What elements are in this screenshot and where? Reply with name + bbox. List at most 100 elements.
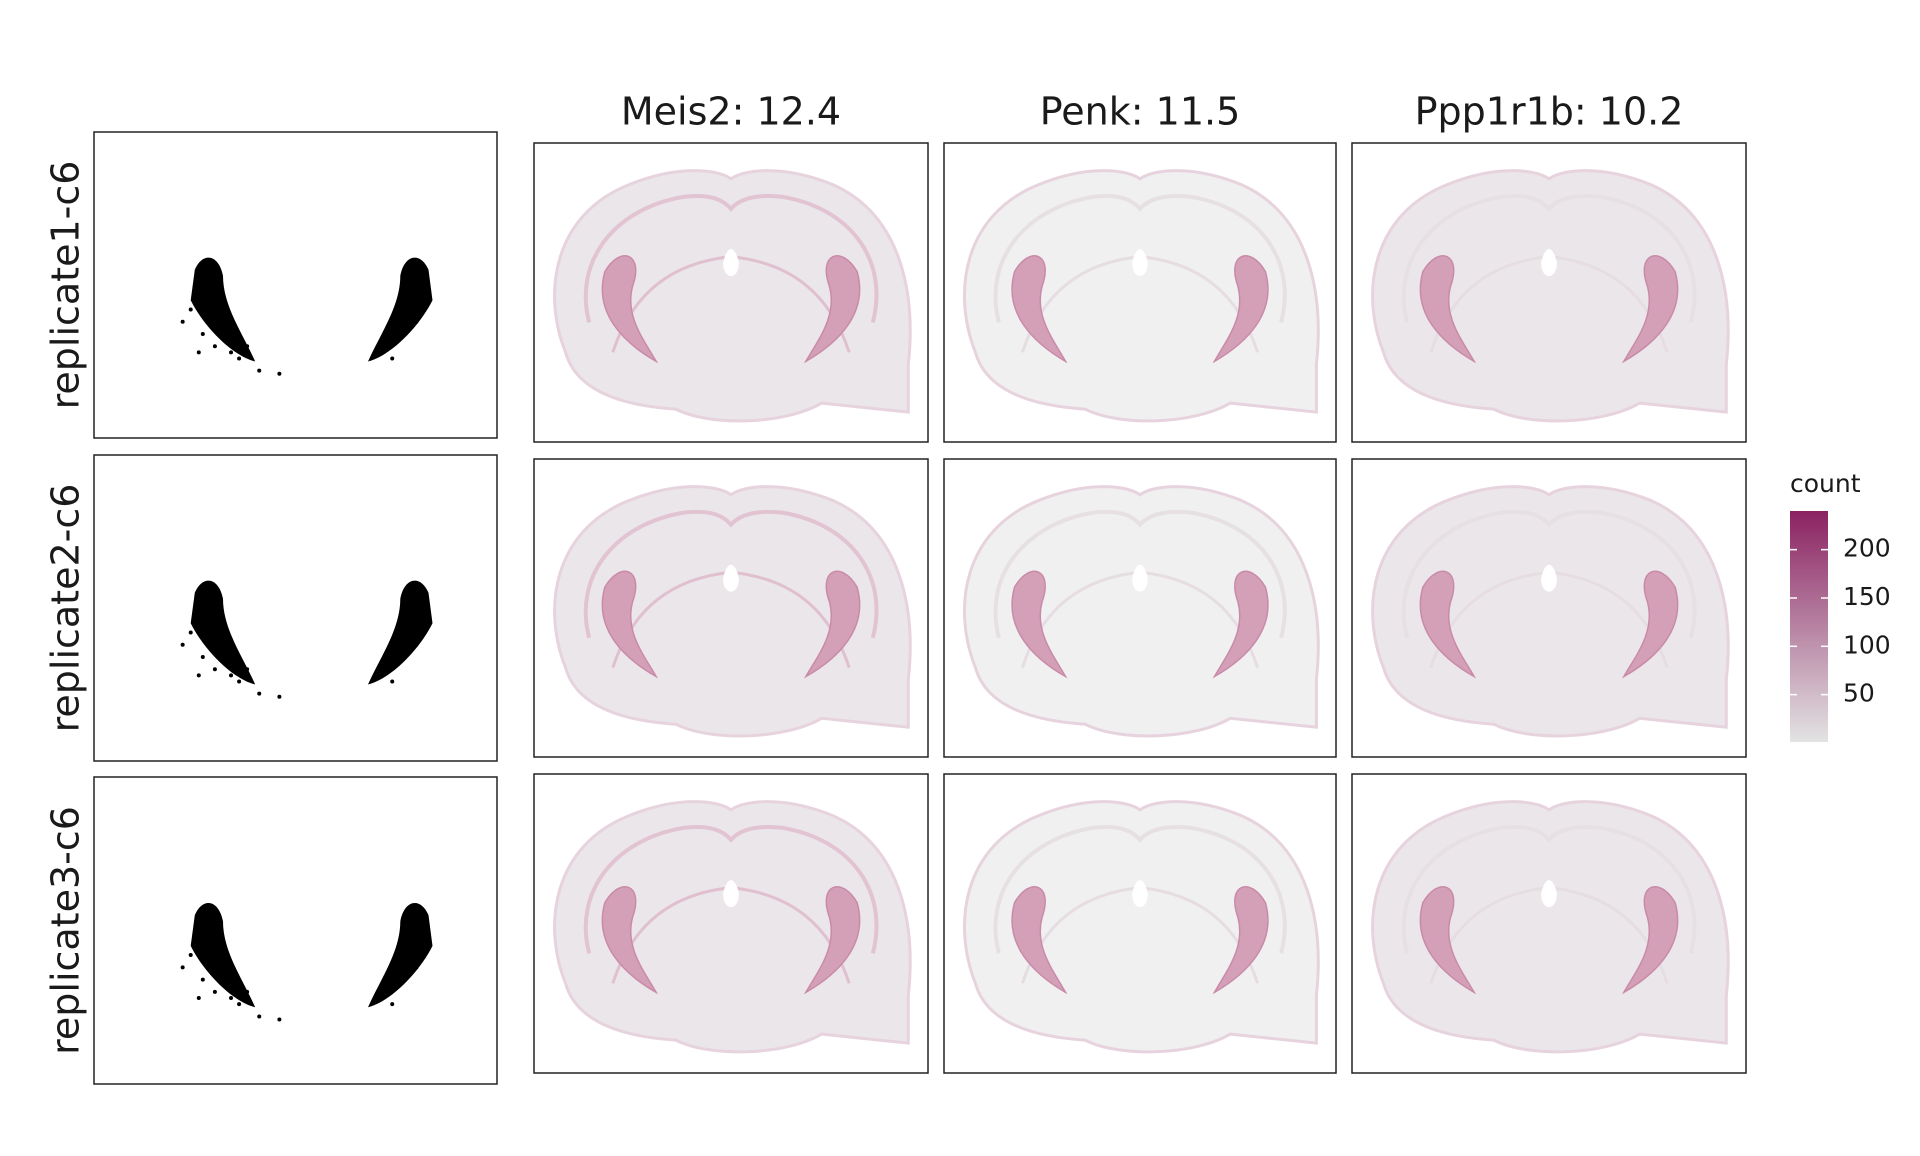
cluster-dot [237,356,242,361]
striatum [1621,570,1679,679]
cluster-blob [190,257,256,362]
cluster-dot [212,667,217,672]
colorbar-tick-label: 100 [1843,630,1891,659]
cluster-dot [257,1014,262,1019]
cluster-dot [414,965,419,970]
cortex-band [993,825,1287,954]
cluster-blob [368,257,433,362]
panel-frame [93,776,498,1085]
cortex-band [1401,509,1697,639]
striatum [803,255,861,364]
brain-panel [1351,142,1747,443]
cluster-dot [374,673,379,678]
ventricle [1132,880,1148,908]
cortex-band [583,509,879,639]
cortex-band [1401,825,1697,954]
cluster-dot [212,344,217,349]
cluster-dot [196,350,201,355]
striatum [803,570,861,679]
cluster-dot [257,368,262,373]
column-title: Penk: 11.5 [1040,90,1241,134]
ventricle [1132,249,1148,277]
brain-panel [533,773,929,1074]
cluster-dot [237,679,242,684]
cortex-band [583,825,879,954]
cluster-blob [368,903,433,1008]
brain-panel [943,773,1337,1074]
striatum [1419,570,1477,679]
brain-panel [533,142,929,443]
cluster-dot [188,630,193,635]
cluster-dot [200,977,205,982]
striatum [1011,886,1068,995]
cluster-dot [374,350,379,355]
cluster-dot [277,694,282,699]
striatum [1212,255,1269,364]
cluster-dot [390,356,395,361]
cluster-dot [188,307,193,312]
cluster-dot [237,1002,242,1007]
cluster-dot [390,1002,395,1007]
striatum [1011,570,1068,679]
cluster-dot [196,673,201,678]
cluster-dot [245,667,250,672]
brain-section [963,169,1320,423]
cortex-band [1401,194,1697,323]
ventricle [1541,880,1557,908]
cluster-dot [422,953,427,958]
cluster-panel [93,776,498,1085]
cluster-panel [93,454,498,762]
brain-section [1371,800,1730,1054]
cluster-dot [414,642,419,647]
cluster-dot [245,344,250,349]
cluster-dot [422,307,427,312]
column-title: Meis2: 12.4 [621,90,841,134]
striatum [1212,570,1269,679]
brain-section [553,169,912,423]
row-label: replicate2-c6 [44,484,88,733]
striatum [601,886,659,995]
cluster-dot [374,996,379,1001]
cluster-dot [414,319,419,324]
brain-panel [943,142,1337,443]
cluster-dot [229,996,234,1001]
brain-section [1371,169,1730,423]
cluster-blob [368,580,433,685]
ventricle [1132,564,1148,592]
colorbar-tick-label: 50 [1843,679,1875,708]
panel-frame [93,131,498,439]
cortex-band [993,509,1287,639]
row-label: replicate1-c6 [44,161,88,410]
brain-section [553,485,912,738]
cluster-dot [382,338,387,343]
colorbar-tick-label: 200 [1843,534,1891,563]
brain-panel [1351,773,1747,1074]
cluster-panel [93,131,498,439]
cluster-dot [180,319,185,324]
striatum [1419,886,1477,995]
colorbar-title: count [1790,469,1861,498]
cluster-dot [277,371,282,376]
panel-frame [93,454,498,762]
cluster-blob [190,903,256,1008]
cluster-dot [188,953,193,958]
cluster-dot [277,1017,282,1022]
cluster-dot [200,331,205,336]
cluster-dot [406,959,411,964]
cluster-dot [245,989,250,994]
cortex-band [583,194,879,323]
brain-section [553,800,912,1054]
cluster-dot [422,630,427,635]
striatum [803,886,861,995]
cluster-dot [180,642,185,647]
striatum [1212,886,1269,995]
striatum [1621,255,1679,364]
cluster-dot [382,983,387,988]
cluster-dot [398,977,403,982]
cluster-dot [180,965,185,970]
striatum [601,255,659,364]
brain-panel [943,458,1337,758]
cluster-dot [382,661,387,666]
striatum [1011,255,1068,364]
